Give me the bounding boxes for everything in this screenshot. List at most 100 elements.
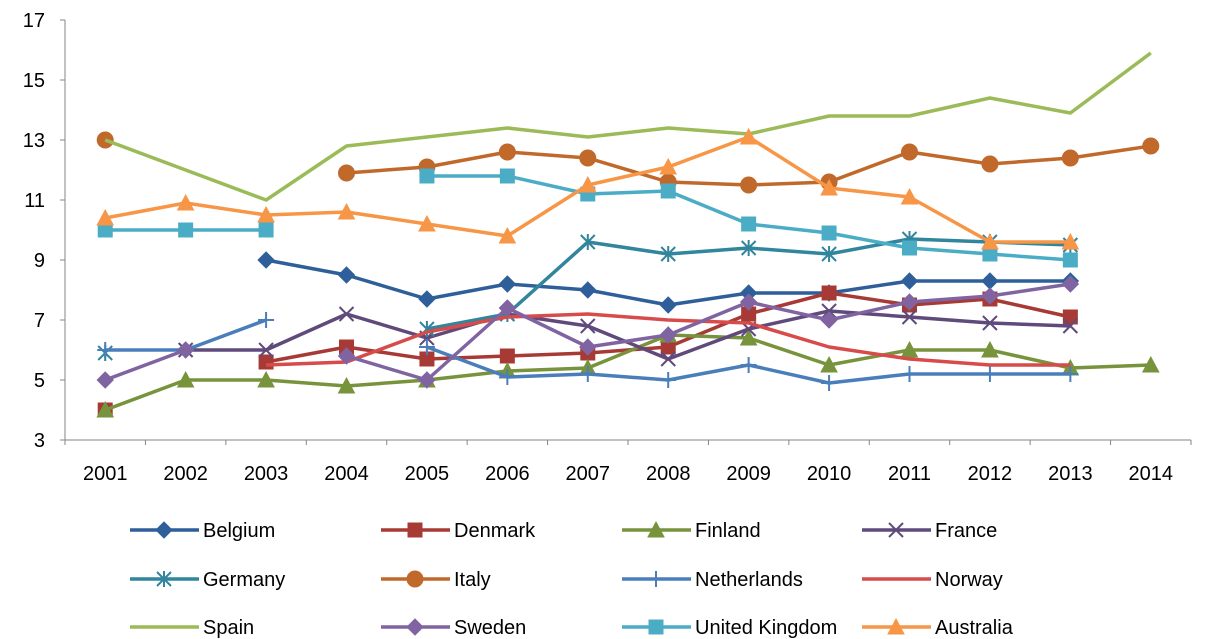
data-point xyxy=(900,340,919,358)
y-tick-label: 15 xyxy=(23,70,45,92)
x-tick-label: 2003 xyxy=(244,463,289,485)
series-united-kingdom xyxy=(97,168,1078,268)
y-tick-label: 5 xyxy=(34,370,45,392)
legend-marker xyxy=(888,522,904,538)
y-tick-label: 3 xyxy=(34,430,45,452)
series-line xyxy=(104,51,1152,202)
legend-item-spain: Spain xyxy=(130,617,254,639)
data-point xyxy=(1062,252,1078,268)
data-point xyxy=(338,164,355,182)
data-point xyxy=(900,293,919,311)
data-point xyxy=(258,312,275,328)
data-point xyxy=(579,338,597,356)
data-point xyxy=(178,222,194,238)
data-point xyxy=(578,175,597,193)
series-sweden xyxy=(96,275,1080,389)
y-tick-label: 13 xyxy=(23,130,45,152)
data-point xyxy=(820,355,838,373)
data-point xyxy=(96,208,115,226)
data-point xyxy=(579,149,597,167)
x-tick-label: 2001 xyxy=(83,463,128,485)
legend-label: France xyxy=(935,520,997,542)
data-point xyxy=(257,370,275,388)
data-point xyxy=(419,168,435,184)
data-point xyxy=(1061,232,1080,250)
data-point xyxy=(498,143,516,161)
data-point xyxy=(739,328,758,346)
data-point xyxy=(900,187,919,205)
data-point xyxy=(580,234,596,250)
series-france xyxy=(177,303,1079,367)
y-tick-label: 9 xyxy=(34,250,45,272)
data-point xyxy=(659,296,677,314)
data-point xyxy=(418,290,436,308)
legend-item-norway: Norway xyxy=(862,569,1003,591)
x-tick-label: 2010 xyxy=(807,463,852,485)
data-point xyxy=(579,366,596,382)
data-point xyxy=(499,348,515,364)
data-point xyxy=(337,266,356,284)
legend-label: Australia xyxy=(935,617,1014,639)
series-spain xyxy=(104,51,1152,202)
legend-label: Norway xyxy=(935,569,1003,591)
legend-label: Denmark xyxy=(454,520,536,542)
legend-marker xyxy=(406,618,424,636)
x-tick-label: 2014 xyxy=(1129,463,1174,485)
data-point xyxy=(820,311,838,329)
legend-item-sweden: Sweden xyxy=(381,617,526,639)
series-australia xyxy=(96,127,1080,250)
data-point xyxy=(821,246,837,262)
data-point xyxy=(580,318,596,334)
legend: Belgium Denmark Finland France Germany Italy N… xyxy=(130,520,1014,639)
legend-marker xyxy=(406,570,424,588)
data-point xyxy=(176,370,195,388)
data-point xyxy=(902,240,917,256)
data-point xyxy=(821,285,837,301)
data-point xyxy=(338,306,355,322)
legend-item-italy: Italy xyxy=(381,569,491,591)
legend-item-denmark: Denmark xyxy=(381,520,536,542)
x-tick-label: 2011 xyxy=(888,463,931,485)
x-tick-label: 2013 xyxy=(1048,463,1093,485)
x-tick-label: 2004 xyxy=(324,463,369,485)
legend-item-belgium: Belgium xyxy=(130,520,275,542)
legend-item-finland: Finland xyxy=(622,520,761,542)
legend-label: Italy xyxy=(454,569,491,591)
data-point xyxy=(981,340,999,358)
legend-marker xyxy=(887,617,905,635)
data-point xyxy=(1061,149,1079,167)
data-point xyxy=(97,342,114,358)
data-point xyxy=(418,371,436,389)
data-point xyxy=(337,347,356,365)
series-line xyxy=(104,282,1071,382)
data-point xyxy=(1062,366,1079,382)
data-point xyxy=(257,205,275,223)
data-point xyxy=(901,309,918,325)
legend-label: Germany xyxy=(203,569,285,591)
x-tick-label: 2008 xyxy=(646,463,691,485)
data-point xyxy=(418,339,435,355)
data-point xyxy=(337,202,356,220)
series-norway xyxy=(266,312,1071,367)
data-point xyxy=(981,287,999,305)
data-point xyxy=(96,400,115,418)
y-tick-label: 11 xyxy=(24,190,45,212)
x-tick-label: 2006 xyxy=(485,463,530,485)
data-point xyxy=(740,357,757,373)
legend-label: Finland xyxy=(695,520,761,542)
x-tick-label: 2009 xyxy=(726,463,771,485)
data-point xyxy=(739,127,758,145)
data-point xyxy=(258,342,274,358)
data-point xyxy=(660,351,676,367)
data-point xyxy=(418,214,436,232)
legend-marker xyxy=(648,571,664,587)
y-tick-label: 7 xyxy=(34,310,45,332)
data-point xyxy=(498,299,517,317)
x-tick-label: 2007 xyxy=(566,463,611,485)
data-point xyxy=(257,251,275,269)
data-point xyxy=(982,315,998,331)
data-point xyxy=(96,371,114,389)
data-point xyxy=(498,226,517,244)
data-point xyxy=(660,246,676,262)
legend-item-netherlands: Netherlands xyxy=(622,569,803,591)
